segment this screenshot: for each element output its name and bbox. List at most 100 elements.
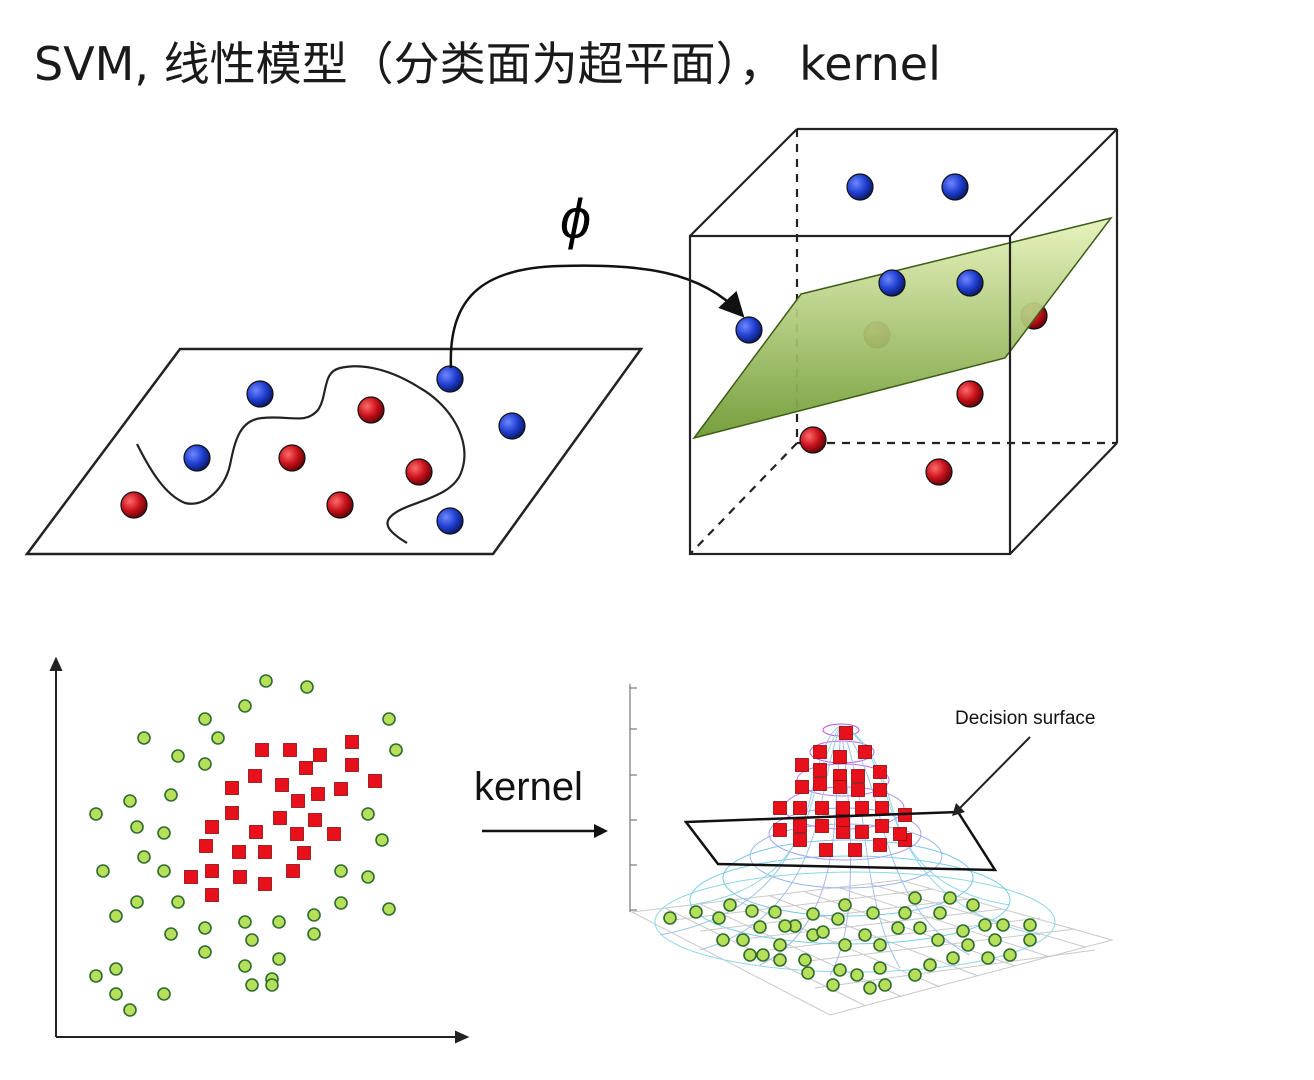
blue-class-point bbox=[941, 173, 969, 201]
surface-circle-point bbox=[838, 938, 852, 952]
surface-circle-point bbox=[773, 953, 787, 967]
decision-surface-plane bbox=[683, 810, 998, 872]
class-square-point bbox=[308, 813, 322, 827]
surface-square-point bbox=[833, 750, 847, 764]
class-circle-point bbox=[171, 895, 185, 909]
class-circle-point bbox=[245, 978, 259, 992]
class-circle-point bbox=[334, 896, 348, 910]
blue-class-point bbox=[436, 507, 464, 535]
scatter-circle-points bbox=[89, 674, 403, 1017]
kernel-label: kernel bbox=[474, 765, 583, 809]
surface-circle-point bbox=[753, 920, 767, 934]
surface-square-point bbox=[819, 843, 833, 857]
surface-square-point bbox=[873, 783, 887, 797]
class-circle-point bbox=[272, 915, 286, 929]
class-circle-point bbox=[361, 870, 375, 884]
surface-circle-point bbox=[723, 898, 737, 912]
surface-square-point bbox=[833, 780, 847, 794]
blue-class-point bbox=[956, 269, 984, 297]
class-square-point bbox=[258, 845, 272, 859]
surface-circle-point bbox=[773, 938, 787, 952]
blue-class-point bbox=[183, 444, 211, 472]
surface-circle-point bbox=[838, 898, 852, 912]
surface-square-point bbox=[836, 825, 850, 839]
class-circle-point bbox=[375, 833, 389, 847]
class-circle-point bbox=[137, 850, 151, 864]
class-square-point bbox=[205, 864, 219, 878]
surface-square-point bbox=[795, 780, 809, 794]
surface-square-point bbox=[813, 763, 827, 777]
class-square-point bbox=[225, 781, 239, 795]
class-circle-point bbox=[238, 915, 252, 929]
surface-circle-point bbox=[863, 981, 877, 995]
surface-circle-point bbox=[798, 953, 812, 967]
surface-circle-point bbox=[933, 906, 947, 920]
class-circle-point bbox=[238, 959, 252, 973]
class-square-point bbox=[248, 769, 262, 783]
class-circle-point bbox=[109, 962, 123, 976]
red-class-point bbox=[405, 458, 433, 486]
surface-square-point bbox=[875, 819, 889, 833]
class-circle-point bbox=[334, 864, 348, 878]
class-circle-point bbox=[130, 820, 144, 834]
surface-circle-point bbox=[850, 968, 864, 982]
class-circle-point bbox=[198, 945, 212, 959]
class-circle-point bbox=[157, 826, 171, 840]
class-circle-point bbox=[137, 731, 151, 745]
scatter-square-points bbox=[184, 735, 382, 902]
surface-square-point bbox=[855, 801, 869, 815]
surface-circle-point bbox=[943, 891, 957, 905]
red-class-point bbox=[956, 380, 984, 408]
surface-circle-point bbox=[873, 961, 887, 975]
surface-circle-point bbox=[978, 918, 992, 932]
input-space-plane bbox=[24, 347, 644, 556]
surface-circle-point bbox=[891, 921, 905, 935]
surface-square-point bbox=[813, 745, 827, 759]
surface-circle-point bbox=[1023, 918, 1037, 932]
class-square-point bbox=[291, 794, 305, 808]
class-circle-point bbox=[238, 699, 252, 713]
surface-square-point bbox=[855, 825, 869, 839]
surface-circle-point bbox=[778, 919, 792, 933]
red-class-point bbox=[799, 426, 827, 454]
class-square-point bbox=[273, 811, 287, 825]
surface-circle-point bbox=[816, 925, 830, 939]
surface-circle-point bbox=[736, 933, 750, 947]
surface-axis-ticks bbox=[629, 684, 637, 912]
class-square-point bbox=[258, 877, 272, 891]
class-circle-point bbox=[307, 908, 321, 922]
red-class-point bbox=[357, 396, 385, 424]
class-circle-point bbox=[130, 895, 144, 909]
red-class-point bbox=[120, 491, 148, 519]
class-square-point bbox=[297, 846, 311, 860]
class-circle-point bbox=[89, 807, 103, 821]
class-circle-point bbox=[198, 757, 212, 771]
surface-circle-point bbox=[946, 951, 960, 965]
class-circle-point bbox=[245, 933, 259, 947]
surface-square-point bbox=[815, 801, 829, 815]
class-circle-point bbox=[109, 987, 123, 1001]
class-circle-point bbox=[307, 927, 321, 941]
class-circle-point bbox=[361, 807, 375, 821]
surface-square-point bbox=[873, 838, 887, 852]
class-square-point bbox=[286, 864, 300, 878]
class-square-point bbox=[232, 845, 246, 859]
surface-circle-point bbox=[806, 907, 820, 921]
class-square-point bbox=[184, 870, 198, 884]
surface-square-point bbox=[793, 801, 807, 815]
surface-circle-point bbox=[981, 951, 995, 965]
kernel-arrow bbox=[482, 824, 608, 838]
class-square-point bbox=[275, 778, 289, 792]
surface-circle-point bbox=[663, 911, 677, 925]
slide-title: SVM, 线性模型（分类面为超平面）， kernel bbox=[34, 37, 941, 91]
surface-base-grid bbox=[630, 879, 1114, 1016]
class-circle-point bbox=[164, 927, 178, 941]
surface-circle-point bbox=[908, 968, 922, 982]
blue-class-point bbox=[436, 365, 464, 393]
surface-square-point bbox=[795, 758, 809, 772]
feature-space-cube bbox=[689, 127, 1119, 555]
class-circle-point bbox=[198, 712, 212, 726]
surface-circle-point bbox=[1023, 933, 1037, 947]
surface-circle-point bbox=[898, 906, 912, 920]
